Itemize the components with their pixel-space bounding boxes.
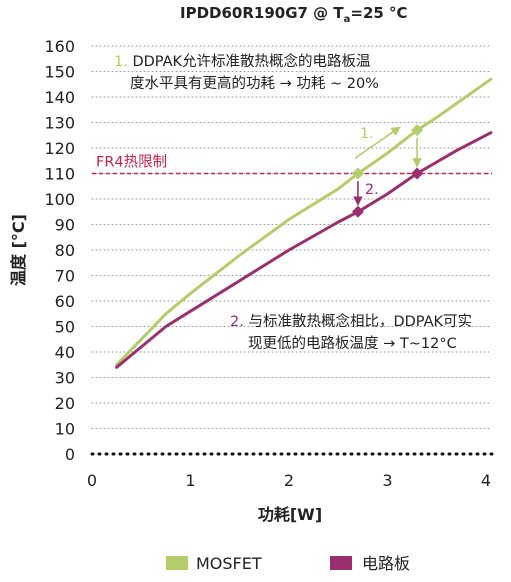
chart-title: IPDD60R190G7 @ Ta=25 °C	[180, 4, 408, 25]
y-tick-label: 110	[44, 165, 75, 184]
legend-label-board: 电路板	[362, 554, 410, 573]
x-tick-label: 3	[382, 471, 392, 490]
chart-title-subscript: a	[344, 14, 351, 25]
y-tick-label: 0	[65, 445, 75, 464]
y-tick-label: 160	[44, 37, 75, 56]
annotation-1-number: 1.	[114, 54, 128, 70]
marker-point	[351, 205, 364, 218]
legend-swatch-mosfet	[166, 556, 188, 570]
y-tick-label: 100	[44, 190, 75, 209]
y-tick-label: 30	[55, 369, 75, 388]
chart-title-main: IPDD60R190G7 @ T	[180, 4, 344, 22]
legend-label-mosfet: MOSFET	[196, 554, 262, 573]
legend: MOSFET 电路板	[166, 554, 410, 573]
fr4-thermal-limit-label: FR4热限制	[96, 154, 167, 171]
y-tick-label: 70	[55, 267, 75, 286]
x-tick-label: 2	[284, 471, 294, 490]
y-tick-label: 120	[44, 139, 75, 158]
chart-title-tail: =25 °C	[350, 4, 407, 22]
annotation-1-line-1: DDPAK允许标准散热概念的电路板温	[132, 52, 370, 70]
y-tick-label: 40	[55, 343, 75, 362]
arrow-label-1: 1.	[360, 126, 374, 142]
annotation-1-line-2: 度水平具有更高的功耗 → 功耗 ~ 20%	[130, 75, 379, 92]
legend-swatch-board	[330, 556, 352, 570]
arrow-label-2: 2.	[365, 182, 379, 198]
y-tick-label: 90	[55, 216, 75, 235]
annotation-2-line-2: 现更低的电路板温度 → T~12°C	[248, 334, 457, 352]
x-tick-label: 0	[87, 471, 97, 490]
arrow-power-increase	[354, 126, 401, 159]
y-axis-label: 温度 [°C]	[9, 214, 28, 287]
x-axis-label: 功耗[W]	[258, 505, 322, 524]
y-tick-labels: 0 10 20 30 40 50 60 70 80 90 100 110 120 130 140 150 160	[44, 37, 75, 464]
annotation-2: 2. 与标准散热概念相比，DDPAK可实	[230, 312, 472, 330]
y-tick-label: 60	[55, 292, 75, 311]
y-tick-label: 140	[44, 88, 75, 107]
annotation-2-number: 2.	[230, 314, 244, 330]
x-tick-label: 1	[185, 471, 195, 490]
annotation-2-line-1: 与标准散热概念相比，DDPAK可实	[248, 312, 472, 330]
x-tick-labels: 0 1 2 3 4	[87, 471, 491, 490]
y-tick-label: 10	[55, 420, 75, 439]
marker-point	[411, 167, 424, 180]
marker-point	[411, 124, 424, 137]
y-tick-label: 150	[44, 63, 75, 82]
marker-point	[351, 167, 364, 180]
annotation-1: 1. DDPAK允许标准散热概念的电路板温	[114, 52, 371, 70]
y-tick-label: 50	[55, 318, 75, 337]
y-tick-label: 20	[55, 394, 75, 413]
x-tick-label: 4	[481, 471, 491, 490]
marker-group	[351, 124, 424, 218]
y-tick-label: 130	[44, 114, 75, 133]
grid-lines	[90, 45, 494, 456]
series-line-board	[115, 131, 493, 369]
y-tick-label: 80	[55, 241, 75, 260]
